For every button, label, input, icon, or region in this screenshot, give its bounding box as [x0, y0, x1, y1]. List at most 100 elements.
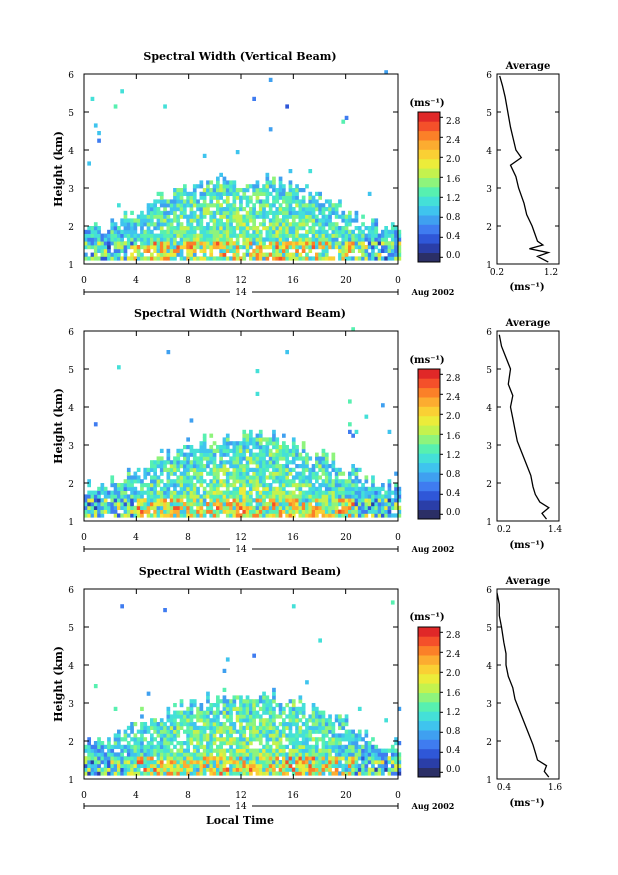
heatmap-cell — [232, 252, 237, 257]
heatmap-cell — [90, 760, 95, 765]
heatmap-cell — [291, 460, 296, 465]
heatmap-cell — [90, 756, 95, 761]
heatmap-cell — [235, 195, 240, 200]
heatmap-cell — [169, 498, 174, 503]
heatmap-cell — [206, 699, 210, 704]
heatmap-cell — [202, 725, 207, 730]
heatmap-cell — [311, 710, 316, 715]
heatmap-cell — [285, 448, 289, 453]
heatmap-cell — [166, 245, 171, 250]
heatmap-cell — [311, 748, 316, 753]
heatmap-cell — [361, 214, 365, 219]
heatmap-cell — [166, 203, 171, 208]
heatmap-cell — [341, 119, 346, 124]
heatmap-cell — [301, 706, 306, 711]
heatmap-cell — [249, 252, 253, 257]
heatmap-cell — [239, 767, 243, 772]
heatmap-cell — [351, 433, 355, 438]
heatmap-cell — [107, 748, 111, 753]
heatmap-cell — [209, 226, 214, 231]
heatmap-cell — [239, 207, 243, 212]
heatmap-cell — [371, 763, 375, 768]
heatmap-cell — [225, 184, 230, 189]
heatmap-cell — [189, 505, 194, 510]
heatmap-cell — [199, 214, 204, 219]
heatmap-cell — [235, 245, 240, 250]
heatmap-cell — [163, 722, 167, 727]
heatmap-cell — [169, 760, 174, 765]
heatmap-cell — [285, 725, 289, 730]
heatmap-cell — [163, 207, 167, 212]
heatmap-cell — [308, 771, 313, 776]
heatmap-cell — [262, 502, 266, 507]
heatmap-cell — [298, 479, 303, 484]
heatmap-cell — [252, 703, 256, 708]
heatmap-cell — [136, 256, 141, 261]
heatmap-cell — [371, 229, 375, 234]
heatmap-cell — [288, 222, 293, 227]
heatmap-cell — [328, 744, 332, 749]
heatmap-cell — [282, 245, 286, 250]
heatmap-cell — [301, 471, 306, 476]
heatmap-cell — [268, 718, 273, 723]
heatmap-cell — [130, 722, 134, 727]
heatmap-cell — [87, 479, 91, 484]
heatmap-cell — [341, 756, 346, 761]
heatmap-cell — [229, 218, 233, 223]
heatmap-cell — [298, 695, 303, 700]
heatmap-cell — [324, 483, 329, 488]
heatmap-cell — [176, 195, 181, 200]
heatmap-cell — [126, 725, 131, 730]
heatmap-cell — [295, 767, 299, 772]
heatmap-cell — [361, 509, 365, 514]
heatmap-cell — [179, 233, 184, 238]
heatmap-cell — [295, 486, 299, 491]
heatmap-cell — [308, 229, 313, 234]
heatmap-cell — [381, 513, 385, 518]
heatmap-cell — [357, 479, 362, 484]
heatmap-cell — [272, 695, 276, 700]
heatmap-cell — [301, 763, 306, 768]
heatmap-cell — [235, 486, 240, 491]
heatmap-cell — [130, 210, 134, 215]
heatmap-cell — [252, 218, 256, 223]
heatmap-cell — [255, 445, 260, 450]
heatmap-cell — [242, 195, 247, 200]
heatmap-cell — [255, 199, 260, 204]
heatmap-cell — [209, 229, 214, 234]
heatmap-cell — [268, 127, 273, 132]
heatmap-cell — [206, 741, 210, 746]
heatmap-cell — [338, 256, 342, 261]
heatmap-cell — [166, 241, 171, 246]
heatmap-cell — [285, 513, 289, 518]
heatmap-cell — [146, 498, 151, 503]
heatmap-cell — [367, 245, 372, 250]
heatmap-cell — [209, 471, 214, 476]
heatmap-cell — [212, 464, 217, 469]
heatmap-cell — [364, 414, 369, 419]
heatmap-cell — [272, 691, 276, 696]
heatmap-cell — [308, 237, 313, 242]
heatmap-cell — [295, 771, 299, 776]
heatmap-cell — [117, 741, 121, 746]
heatmap-cell — [150, 210, 154, 215]
heatmap-cell — [219, 767, 223, 772]
heatmap-cell — [130, 748, 134, 753]
heatmap-cell — [183, 191, 187, 196]
heatmap-cell — [265, 703, 270, 708]
heatmap-cell — [311, 490, 316, 495]
heatmap-cell — [222, 448, 227, 453]
heatmap-cell — [189, 763, 194, 768]
heatmap-cell — [166, 256, 171, 261]
heatmap-cell — [338, 498, 342, 503]
heatmap-cell — [338, 467, 342, 472]
heatmap-cell — [249, 448, 253, 453]
heatmap-cell — [301, 248, 306, 253]
heatmap-cell — [225, 237, 230, 242]
heatmap-cell — [288, 714, 293, 719]
heatmap-cell — [186, 718, 190, 723]
heatmap-cell — [110, 229, 115, 234]
heatmap-cell — [235, 233, 240, 238]
heatmap-cell — [166, 233, 171, 238]
heatmap-cell — [156, 513, 161, 518]
